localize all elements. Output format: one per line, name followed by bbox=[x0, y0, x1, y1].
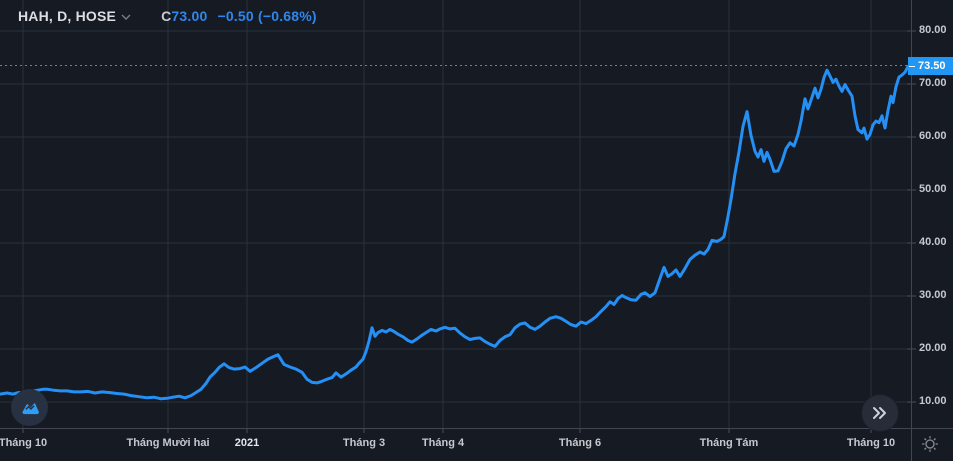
time-tick-label: Tháng 6 bbox=[558, 437, 602, 449]
axis-settings-button[interactable] bbox=[921, 435, 939, 453]
time-tick-label: Tháng 3 bbox=[342, 437, 386, 449]
price-tick-label: 50.00 bbox=[919, 183, 947, 195]
price-change: −0.50 (−0.68%) bbox=[217, 8, 317, 24]
time-axis-separator bbox=[0, 428, 953, 429]
price-tick-label: 30.00 bbox=[919, 289, 947, 301]
scroll-to-latest-button[interactable] bbox=[862, 395, 898, 431]
last-price: 73.00 bbox=[171, 8, 208, 24]
time-tick-label: Tháng 10 bbox=[846, 437, 896, 449]
price-line-series bbox=[0, 63, 913, 401]
chart-style-button[interactable] bbox=[11, 389, 48, 426]
sun-gear-icon bbox=[922, 436, 938, 452]
time-tick-label: Tháng Tám bbox=[699, 437, 759, 449]
time-tick-label: Tháng 4 bbox=[421, 437, 465, 449]
price-axis-separator bbox=[911, 0, 912, 461]
chevron-down-icon bbox=[121, 14, 131, 20]
current-price-badge: 73.50 bbox=[908, 57, 953, 75]
close-prefix: C bbox=[161, 8, 172, 24]
time-tick-label: 2021 bbox=[234, 437, 260, 449]
double-chevron-right-icon bbox=[873, 407, 886, 419]
time-tick-label: Tháng Mười hai bbox=[126, 437, 210, 449]
symbol-title-label: HAH, D, HOSE bbox=[18, 8, 117, 24]
price-tick-label: 40.00 bbox=[919, 236, 947, 248]
price-tick-label: 20.00 bbox=[919, 342, 947, 354]
current-price-label: 73.50 bbox=[918, 60, 946, 72]
symbol-title[interactable]: HAH, D, HOSE bbox=[18, 8, 131, 24]
area-chart-logo-icon bbox=[21, 402, 39, 414]
quote-values: C 73.00 −0.50 (−0.68%) bbox=[161, 8, 317, 24]
price-tick-label: 10.00 bbox=[919, 395, 947, 407]
chart-legend: HAH, D, HOSE C 73.00 −0.50 (−0.68%) bbox=[18, 8, 317, 24]
price-tick-label: 70.00 bbox=[919, 77, 947, 89]
price-tick-label: 60.00 bbox=[919, 130, 947, 142]
time-tick-label: Tháng 10 bbox=[0, 437, 48, 449]
badge-tick bbox=[909, 65, 915, 67]
price-tick-label: 80.00 bbox=[919, 24, 947, 36]
